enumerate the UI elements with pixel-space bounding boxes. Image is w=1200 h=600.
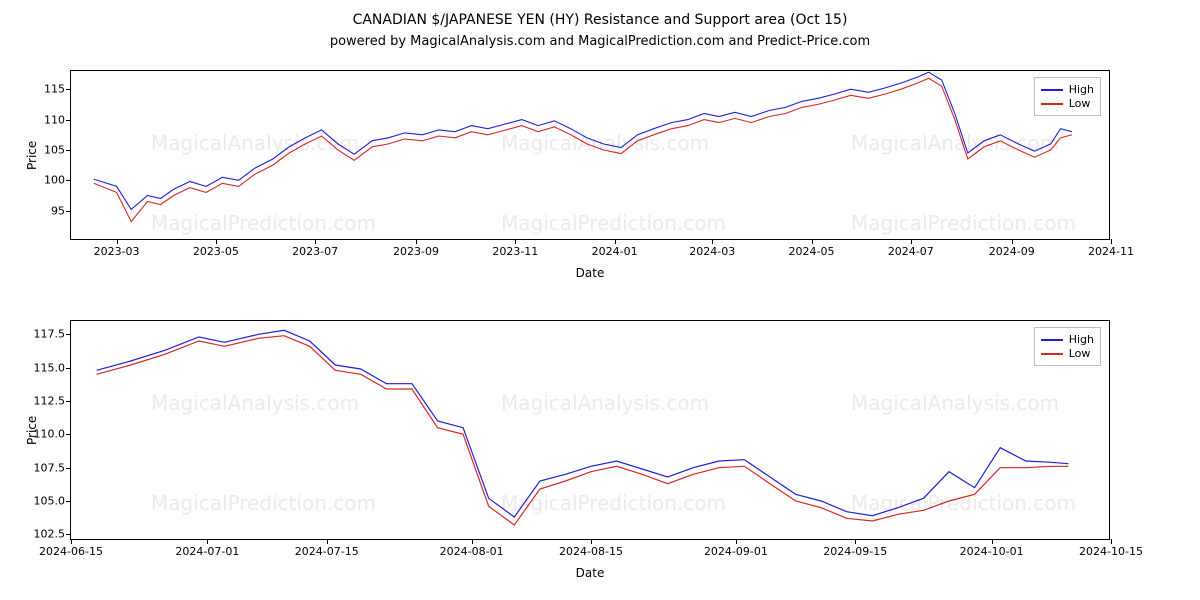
ytick-label: 107.5: [34, 461, 66, 474]
xtick-label: 2024-03: [689, 245, 735, 258]
xtick-label: 2024-10-01: [960, 545, 1024, 558]
xtick-label: 2024-08-15: [559, 545, 623, 558]
legend-label: Low: [1069, 97, 1091, 110]
ytick-label: 100: [44, 174, 65, 187]
legend-label: Low: [1069, 347, 1091, 360]
top-chart-ylabel: Price: [25, 141, 39, 170]
figure: CANADIAN $/JAPANESE YEN (HY) Resistance …: [0, 0, 1200, 600]
xtick-label: 2024-07-01: [175, 545, 239, 558]
bottom-chart-legend: HighLow: [1034, 327, 1101, 366]
legend-item: Low: [1041, 97, 1094, 110]
ytick-label: 105.0: [34, 495, 66, 508]
xtick-label: 2024-07-15: [295, 545, 359, 558]
chart-subtitle: powered by MagicalAnalysis.com and Magic…: [0, 34, 1200, 49]
legend-label: High: [1069, 83, 1094, 96]
legend-item: High: [1041, 83, 1094, 96]
xtick-label: 2024-07: [888, 245, 934, 258]
legend-swatch: [1041, 89, 1063, 91]
bottom-chart-xlabel: Date: [70, 566, 1110, 580]
ytick-label: 102.5: [34, 528, 66, 541]
xtick-label: 2024-10-15: [1079, 545, 1143, 558]
xtick-label: 2024-09: [989, 245, 1035, 258]
xtick-label: 2024-06-15: [39, 545, 103, 558]
ytick-label: 115.0: [34, 361, 66, 374]
xtick-label: 2024-08-01: [440, 545, 504, 558]
legend-item: Low: [1041, 347, 1094, 360]
legend-swatch: [1041, 353, 1063, 355]
xtick-label: 2023-07: [292, 245, 338, 258]
xtick-label: 2024-05: [789, 245, 835, 258]
xtick-label: 2023-11: [492, 245, 538, 258]
ytick-label: 115: [44, 83, 65, 96]
ytick-label: 105: [44, 143, 65, 156]
top-chart-lines: [71, 71, 1111, 241]
ytick-label: 112.5: [34, 395, 66, 408]
xtick-label: 2024-09-01: [704, 545, 768, 558]
ytick-label: 110: [44, 113, 65, 126]
ytick-label: 117.5: [34, 328, 66, 341]
legend-swatch: [1041, 103, 1063, 105]
bottom-chart-lines: [71, 321, 1111, 541]
xtick-label: 2023-03: [94, 245, 140, 258]
series-low: [94, 78, 1072, 221]
series-low: [97, 336, 1069, 525]
legend-item: High: [1041, 333, 1094, 346]
bottom-chart-ylabel: Price: [25, 416, 39, 445]
legend-swatch: [1041, 339, 1063, 341]
xtick-label: 2023-05: [193, 245, 239, 258]
series-high: [97, 330, 1069, 517]
ytick-label: 95: [51, 204, 65, 217]
xtick-label: 2024-09-15: [823, 545, 887, 558]
chart-title: CANADIAN $/JAPANESE YEN (HY) Resistance …: [0, 12, 1200, 28]
series-high: [94, 72, 1072, 209]
xtick-label: 2023-09: [393, 245, 439, 258]
top-chart-xlabel: Date: [70, 266, 1110, 280]
bottom-chart-plot-area: MagicalAnalysis.com MagicalAnalysis.com …: [70, 320, 1110, 540]
top-chart-plot-area: MagicalAnalysis.com MagicalAnalysis.com …: [70, 70, 1110, 240]
xtick-label: 2024-11: [1088, 245, 1134, 258]
top-chart-legend: HighLow: [1034, 77, 1101, 116]
xtick-label: 2024-01: [592, 245, 638, 258]
legend-label: High: [1069, 333, 1094, 346]
